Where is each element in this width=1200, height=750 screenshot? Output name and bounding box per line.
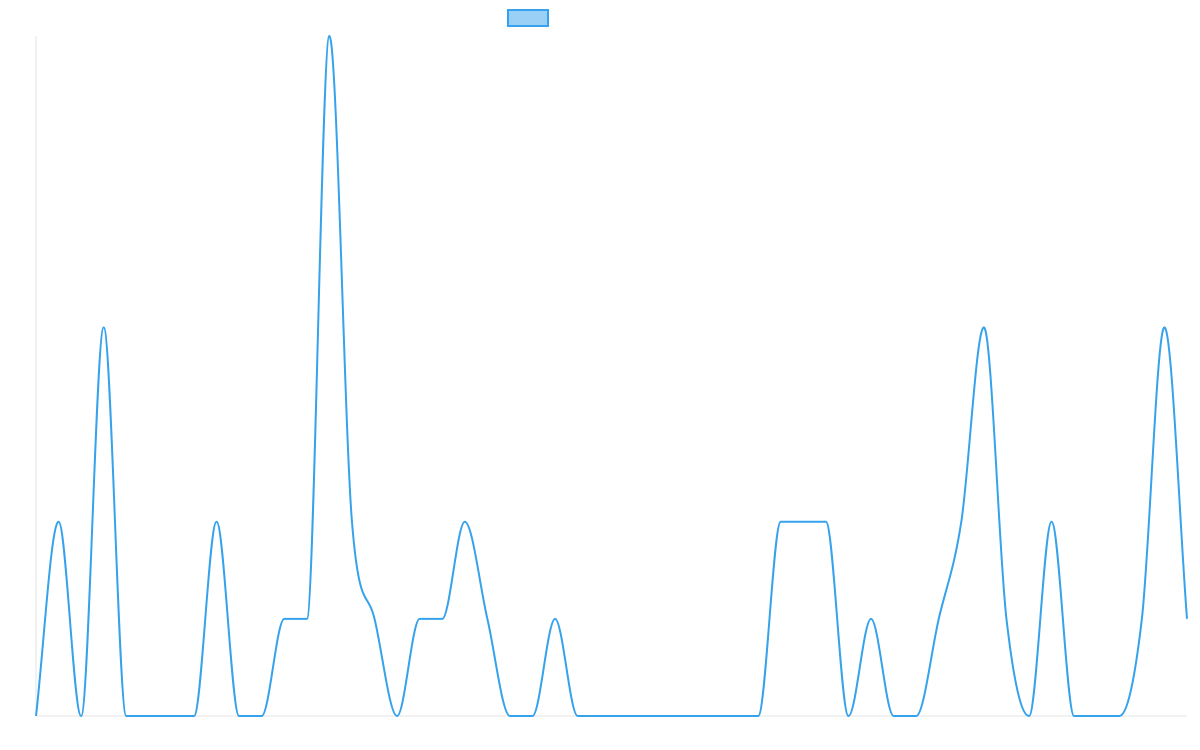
- data-point[interactable]: [1026, 713, 1032, 719]
- data-point[interactable]: [778, 519, 784, 525]
- data-point[interactable]: [304, 616, 310, 622]
- data-point[interactable]: [710, 713, 716, 719]
- data-point[interactable]: [417, 616, 423, 622]
- data-point[interactable]: [1161, 324, 1167, 330]
- data-point[interactable]: [259, 713, 265, 719]
- data-point[interactable]: [33, 713, 39, 719]
- series-layer: [33, 33, 1190, 719]
- data-point[interactable]: [755, 713, 761, 719]
- data-point[interactable]: [1184, 616, 1190, 622]
- data-point[interactable]: [236, 713, 242, 719]
- data-point[interactable]: [281, 616, 287, 622]
- data-point[interactable]: [507, 713, 513, 719]
- data-point[interactable]: [687, 713, 693, 719]
- data-point[interactable]: [575, 713, 581, 719]
- data-point[interactable]: [214, 519, 220, 525]
- data-point[interactable]: [981, 324, 987, 330]
- data-point[interactable]: [78, 713, 84, 719]
- data-point[interactable]: [1071, 713, 1077, 719]
- legend: [507, 9, 549, 27]
- data-point[interactable]: [1003, 616, 1009, 622]
- data-point[interactable]: [191, 713, 197, 719]
- data-point[interactable]: [891, 713, 897, 719]
- data-point[interactable]: [642, 713, 648, 719]
- data-point[interactable]: [552, 616, 558, 622]
- data-point[interactable]: [913, 713, 919, 719]
- data-point[interactable]: [123, 713, 129, 719]
- data-point[interactable]: [597, 713, 603, 719]
- data-point[interactable]: [484, 616, 490, 622]
- data-point[interactable]: [1049, 519, 1055, 525]
- data-point[interactable]: [665, 713, 671, 719]
- data-point[interactable]: [823, 519, 829, 525]
- data-point[interactable]: [530, 713, 536, 719]
- data-point[interactable]: [101, 324, 107, 330]
- data-point[interactable]: [620, 713, 626, 719]
- data-point[interactable]: [146, 713, 152, 719]
- data-point[interactable]: [462, 519, 468, 525]
- data-point[interactable]: [439, 616, 445, 622]
- data-point[interactable]: [168, 713, 174, 719]
- data-point[interactable]: [56, 519, 62, 525]
- data-point[interactable]: [845, 713, 851, 719]
- data-point[interactable]: [394, 713, 400, 719]
- data-point[interactable]: [1116, 713, 1122, 719]
- data-point[interactable]: [1139, 616, 1145, 622]
- data-point[interactable]: [349, 519, 355, 525]
- series-line: [35, 35, 1188, 717]
- data-point[interactable]: [1094, 713, 1100, 719]
- data-point[interactable]: [936, 616, 942, 622]
- data-point[interactable]: [868, 616, 874, 622]
- legend-swatch[interactable]: [507, 9, 549, 27]
- data-point[interactable]: [958, 519, 964, 525]
- axes: [35, 36, 1187, 717]
- data-point[interactable]: [733, 713, 739, 719]
- data-point[interactable]: [800, 519, 806, 525]
- data-point[interactable]: [372, 616, 378, 622]
- data-point[interactable]: [326, 33, 332, 39]
